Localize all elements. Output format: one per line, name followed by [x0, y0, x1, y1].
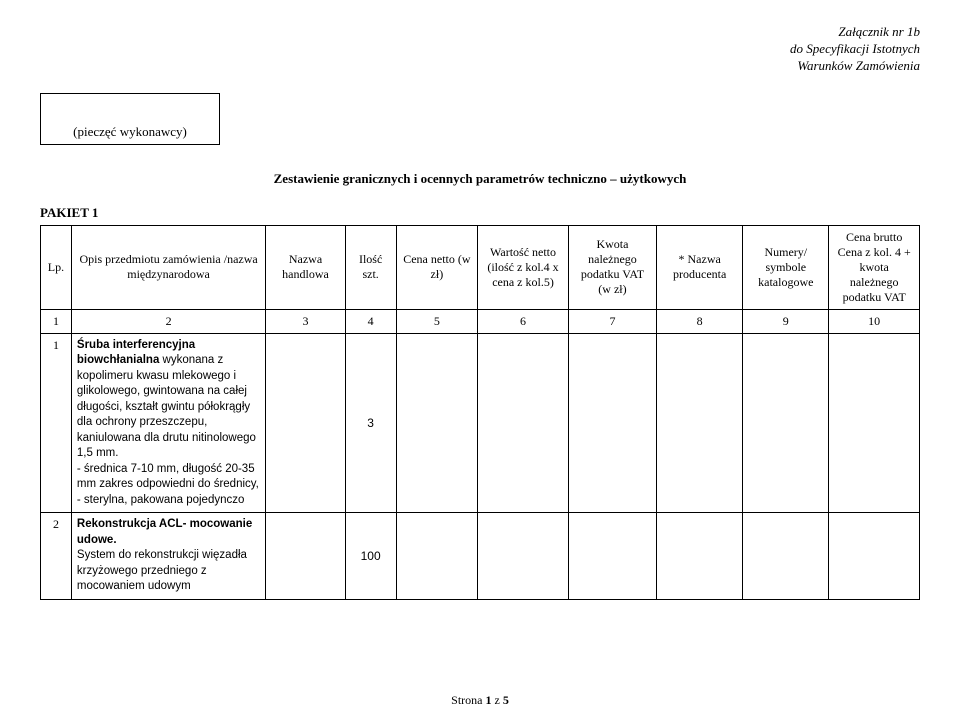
cell-empty [396, 333, 478, 513]
header-line-1: Załącznik nr 1b [838, 24, 920, 39]
cell-empty [657, 513, 743, 600]
col-lp: Lp. [41, 225, 72, 309]
desc-title: Rekonstrukcja ACL- mocowanie udowe. [77, 518, 252, 546]
pakiet-label: PAKIET 1 [40, 205, 920, 221]
table-header-row: Lp. Opis przedmiotu zamówienia /nazwa mi… [41, 225, 920, 309]
footer-of: z [492, 693, 503, 707]
col-name: Nazwa handlowa [266, 225, 346, 309]
table-number-row: 1 2 3 4 5 6 7 8 9 10 [41, 309, 920, 333]
main-table: Lp. Opis przedmiotu zamówienia /nazwa mi… [40, 225, 920, 600]
cell-empty [829, 513, 920, 600]
num-8: 8 [657, 309, 743, 333]
footer-prefix: Strona [451, 693, 485, 707]
cell-description: Rekonstrukcja ACL- mocowanie udowe. Syst… [71, 513, 265, 600]
cell-empty [478, 333, 569, 513]
cell-empty [657, 333, 743, 513]
desc-body: wykonana z kopolimeru kwasu mlekowego i … [77, 354, 259, 506]
cell-empty [396, 513, 478, 600]
num-6: 6 [478, 309, 569, 333]
attachment-header: Załącznik nr 1b do Specyfikacji Istotnyc… [40, 24, 920, 75]
col-qty: Ilość szt. [345, 225, 396, 309]
cell-lp: 2 [41, 513, 72, 600]
col-unit: Cena netto (w zł) [396, 225, 478, 309]
cell-empty [478, 513, 569, 600]
col-prod: * Nazwa producenta [657, 225, 743, 309]
num-7: 7 [568, 309, 656, 333]
document-title: Zestawienie granicznych i ocennych param… [40, 171, 920, 187]
num-2: 2 [71, 309, 265, 333]
desc-body: System do rekonstrukcji więzadła krzyżow… [77, 549, 247, 592]
col-gross: Cena brutto Cena z kol. 4 + kwota należn… [829, 225, 920, 309]
cell-empty [568, 513, 656, 600]
header-line-2: do Specyfikacji Istotnych [790, 41, 920, 56]
cell-empty [743, 333, 829, 513]
cell-quantity: 3 [345, 333, 396, 513]
table-row: 2Rekonstrukcja ACL- mocowanie udowe. Sys… [41, 513, 920, 600]
num-5: 5 [396, 309, 478, 333]
cell-trade-name [266, 513, 346, 600]
col-cat: Numery/ symbole katalogowe [743, 225, 829, 309]
cell-quantity: 100 [345, 513, 396, 600]
stamp-box: (pieczęć wykonawcy) [40, 93, 220, 145]
cell-description: Śruba interferencyjna biowchłanialna wyk… [71, 333, 265, 513]
footer-total: 5 [503, 693, 509, 707]
cell-empty [743, 513, 829, 600]
table-row: 1Śruba interferencyjna biowchłanialna wy… [41, 333, 920, 513]
num-3: 3 [266, 309, 346, 333]
col-tax: Kwota należnego podatku VAT (w zł) [568, 225, 656, 309]
num-4: 4 [345, 309, 396, 333]
cell-empty [568, 333, 656, 513]
page-footer: Strona 1 z 5 [0, 693, 960, 708]
col-desc: Opis przedmiotu zamówienia /nazwa między… [71, 225, 265, 309]
stamp-label: (pieczęć wykonawcy) [73, 124, 187, 140]
cell-lp: 1 [41, 333, 72, 513]
num-1: 1 [41, 309, 72, 333]
cell-trade-name [266, 333, 346, 513]
num-9: 9 [743, 309, 829, 333]
num-10: 10 [829, 309, 920, 333]
header-line-3: Warunków Zamówienia [797, 58, 920, 73]
cell-empty [829, 333, 920, 513]
col-val: Wartość netto (ilość z kol.4 x cena z ko… [478, 225, 569, 309]
